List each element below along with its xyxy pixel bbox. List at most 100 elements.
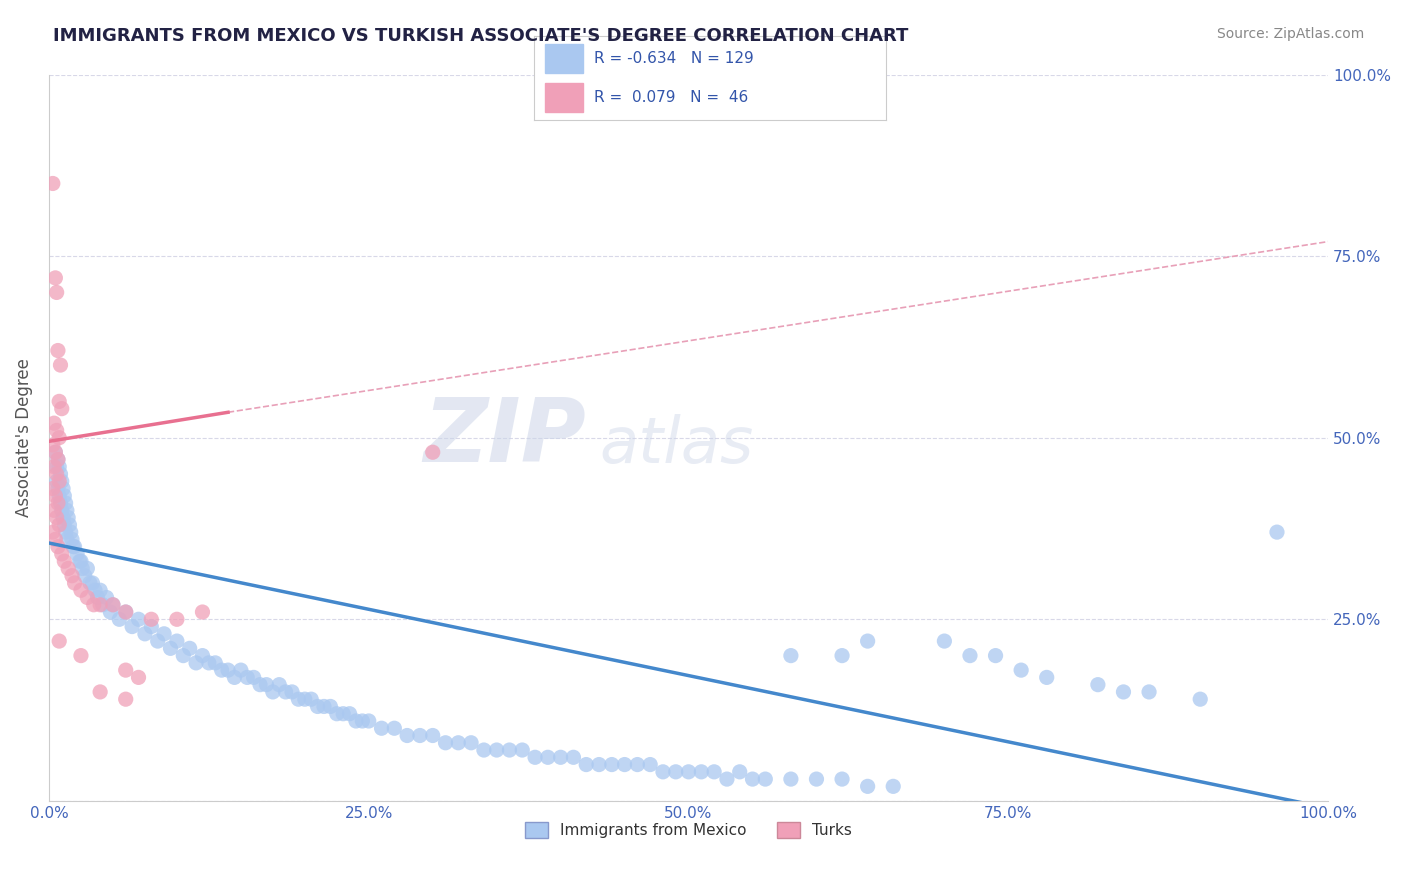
Point [70, 561, 93, 575]
Point [63, 540, 86, 554]
Point [45, 467, 67, 481]
Point [52, 482, 75, 496]
Point [101, 598, 124, 612]
Point [856, 780, 879, 794]
Point [128, 612, 150, 626]
Point [754, 772, 776, 786]
Point [63, 576, 86, 591]
Point [856, 634, 879, 648]
Point [114, 663, 136, 677]
Point [60, 533, 83, 547]
Text: Source: ZipAtlas.com: Source: ZipAtlas.com [1216, 27, 1364, 41]
Point [166, 634, 188, 648]
Point [44, 445, 66, 459]
Point [89, 685, 111, 699]
Point [121, 619, 143, 633]
Point [806, 772, 828, 786]
Point [562, 750, 585, 764]
Point [73, 568, 96, 582]
Point [44, 533, 66, 547]
Point [299, 692, 322, 706]
Point [56, 510, 79, 524]
Point [882, 780, 904, 794]
Point [510, 743, 533, 757]
Point [42, 177, 65, 191]
Point [728, 764, 751, 779]
Text: IMMIGRANTS FROM MEXICO VS TURKISH ASSOCIATE'S DEGREE CORRELATION CHART: IMMIGRANTS FROM MEXICO VS TURKISH ASSOCI… [53, 27, 908, 45]
Point [344, 714, 367, 728]
Point [46, 343, 69, 358]
Point [422, 445, 444, 459]
Point [48, 475, 70, 489]
Point [249, 678, 271, 692]
Point [84, 583, 107, 598]
Point [52, 510, 75, 524]
Point [49, 358, 72, 372]
Point [1137, 685, 1160, 699]
Point [716, 772, 738, 786]
Point [76, 561, 98, 575]
Point [48, 459, 70, 474]
Bar [544, 83, 583, 112]
Point [600, 757, 623, 772]
Point [45, 475, 67, 489]
Point [332, 706, 354, 721]
Point [42, 482, 65, 496]
Point [524, 750, 547, 764]
Point [352, 714, 374, 728]
Point [741, 772, 763, 786]
Point [281, 685, 304, 699]
Point [46, 540, 69, 554]
Point [678, 764, 700, 779]
Point [86, 591, 108, 605]
Text: ZIP: ZIP [423, 394, 586, 481]
Point [83, 598, 105, 612]
Point [780, 648, 803, 663]
Text: R = -0.634   N = 129: R = -0.634 N = 129 [593, 51, 754, 66]
Point [1189, 692, 1212, 706]
Point [588, 757, 610, 772]
Point [665, 764, 688, 779]
Point [101, 598, 124, 612]
Point [141, 619, 163, 633]
Point [537, 750, 560, 764]
Point [55, 525, 77, 540]
Point [42, 416, 65, 430]
Point [91, 598, 114, 612]
Point [434, 736, 457, 750]
Point [69, 554, 91, 568]
Point [70, 583, 93, 598]
Point [370, 721, 392, 735]
Point [307, 699, 329, 714]
Point [1035, 670, 1057, 684]
Point [409, 729, 432, 743]
Point [58, 517, 80, 532]
Point [652, 764, 675, 779]
Point [1087, 678, 1109, 692]
Point [254, 678, 277, 692]
Point [76, 591, 98, 605]
Point [217, 663, 239, 677]
Point [498, 743, 520, 757]
Point [959, 648, 981, 663]
Point [184, 656, 207, 670]
Point [326, 706, 349, 721]
Point [44, 271, 66, 285]
Point [472, 743, 495, 757]
Point [96, 591, 118, 605]
Point [460, 736, 482, 750]
Point [128, 670, 150, 684]
Point [70, 554, 93, 568]
Point [274, 685, 297, 699]
Text: R =  0.079   N =  46: R = 0.079 N = 46 [593, 90, 748, 105]
Point [357, 714, 380, 728]
Point [236, 670, 259, 684]
Point [46, 482, 69, 496]
Point [262, 685, 284, 699]
Point [550, 750, 572, 764]
Point [48, 431, 70, 445]
Point [242, 670, 264, 684]
Point [46, 452, 69, 467]
Point [831, 648, 853, 663]
Point [191, 648, 214, 663]
